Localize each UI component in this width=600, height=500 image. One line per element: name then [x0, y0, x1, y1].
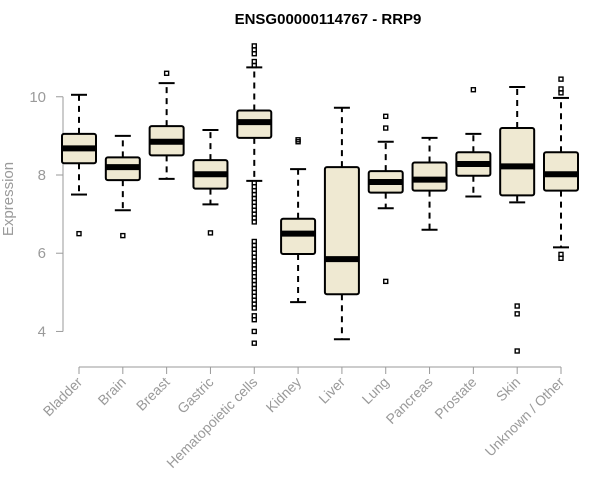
x-tick-label-skin: Skin [493, 374, 524, 405]
box-hematopoietic-cells [236, 43, 273, 346]
outlier-point [76, 230, 82, 237]
outlier-point [251, 62, 257, 69]
box-lung [367, 113, 404, 285]
x-tick-label-bladder: Bladder [40, 374, 86, 420]
x-tick-label-brain: Brain [95, 374, 129, 408]
box-breast [148, 70, 185, 180]
outlier-point [383, 125, 389, 131]
box-prostate [455, 87, 492, 198]
box-liver [323, 106, 360, 341]
outlier-point [383, 278, 389, 285]
box-gastric [192, 129, 229, 236]
x-tick-label-lung: Lung [359, 374, 392, 407]
x-tick-label-gastric: Gastric [174, 374, 217, 417]
chart-title: ENSG00000114767 - RRP9 [235, 11, 422, 28]
box-unknown-other [543, 76, 579, 261]
outlier-point [251, 51, 257, 57]
outlier-point [251, 219, 257, 225]
iqr-box [499, 127, 536, 197]
outlier-point [514, 303, 520, 309]
y-tick-label: 8 [38, 167, 46, 184]
outlier-point [163, 70, 170, 76]
outlier-point [558, 76, 564, 82]
y-axis-label: Expression [0, 162, 17, 236]
plot-area [61, 43, 579, 354]
outlier-point [251, 305, 257, 311]
outlier-point [295, 137, 301, 143]
x-tick-label-unknown-other: Unknown / Other [482, 374, 568, 460]
box-bladder [61, 93, 97, 237]
outlier-point [251, 328, 257, 335]
x-tick-label-breast: Breast [133, 374, 173, 414]
outlier-point [251, 340, 257, 346]
box-kidney [280, 137, 317, 304]
outlier-point [514, 311, 520, 317]
outlier-point [207, 230, 214, 236]
x-tick-label-kidney: Kidney [263, 374, 305, 416]
iqr-box [411, 161, 448, 192]
box-brain [104, 134, 141, 239]
y-tick-label: 10 [29, 89, 46, 106]
y-tick-label: 4 [38, 323, 46, 340]
box-skin [499, 85, 536, 354]
y-tick-label: 6 [38, 245, 46, 262]
outlier-point [558, 255, 564, 261]
x-tick-label-prostate: Prostate [431, 374, 479, 422]
x-tick-label-pancreas: Pancreas [383, 374, 436, 427]
box-pancreas [411, 136, 448, 231]
outlier-point [251, 317, 257, 323]
outlier-point [558, 90, 564, 96]
outlier-point [470, 87, 477, 93]
outlier-point [514, 348, 520, 354]
x-tick-label-liver: Liver [315, 374, 348, 407]
outlier-point [383, 113, 389, 120]
y-axis: 4 6 8 10 [29, 89, 64, 340]
outlier-point [120, 232, 126, 239]
iqr-box [323, 166, 360, 296]
